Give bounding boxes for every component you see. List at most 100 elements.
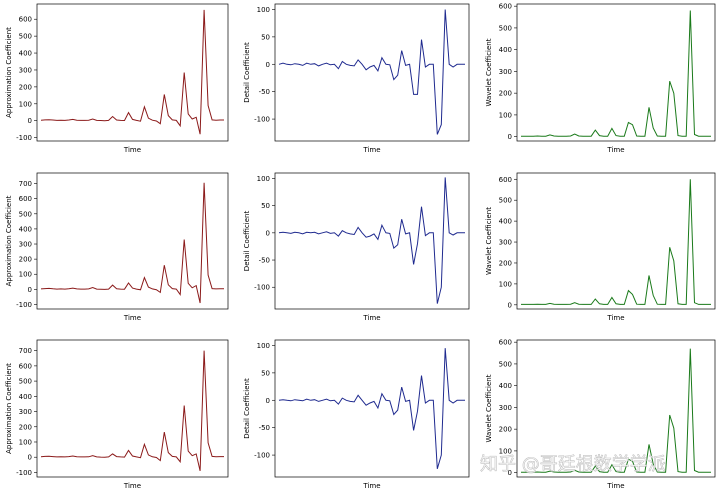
- y-tick-label: 600: [499, 3, 512, 11]
- y-tick-label: 600: [19, 195, 32, 203]
- y-tick-label: 300: [499, 239, 512, 247]
- y-tick-label: 100: [257, 6, 270, 14]
- y-tick-label: 0: [508, 301, 512, 309]
- y-tick-label: 0: [266, 61, 270, 69]
- y-tick-label: 500: [499, 360, 512, 368]
- y-tick-label: 100: [19, 271, 32, 279]
- y-axis-label: Detail Coefficient: [243, 211, 251, 272]
- plot-frame: [36, 339, 229, 478]
- plot-frame: [516, 339, 716, 478]
- y-tick-label: 500: [19, 378, 32, 386]
- y-tick-label: 700: [19, 180, 32, 188]
- y-axis-label: Approximation Coefficient: [5, 27, 13, 118]
- y-tick-label: 200: [499, 426, 512, 434]
- y-tick-label: 100: [19, 100, 32, 108]
- y-axis-label: Detail Coefficient: [243, 378, 251, 439]
- plot-frame: [274, 339, 470, 478]
- y-tick-label: 700: [19, 347, 32, 355]
- y-tick-label: 400: [19, 50, 32, 58]
- y-tick-label: 500: [499, 24, 512, 32]
- y-tick-label: 300: [19, 408, 32, 416]
- y-tick-label: 100: [499, 280, 512, 288]
- data-line: [521, 348, 711, 473]
- plot-frame: [516, 172, 716, 310]
- x-axis-label: Time: [362, 146, 380, 154]
- x-axis-label: Time: [606, 314, 624, 322]
- y-tick-label: 600: [499, 176, 512, 184]
- y-tick-label: 500: [19, 33, 32, 41]
- data-line: [521, 10, 711, 137]
- data-line: [278, 177, 465, 304]
- y-tick-label: 200: [19, 256, 32, 264]
- y-tick-label: -100: [16, 134, 32, 142]
- y-tick-label: 50: [261, 33, 270, 41]
- data-line: [521, 179, 711, 305]
- y-tick-label: 400: [499, 218, 512, 226]
- plot-frame: [274, 3, 470, 142]
- y-tick-label: 50: [261, 202, 270, 210]
- plot-frame: [516, 3, 716, 142]
- x-axis-label: Time: [606, 482, 624, 490]
- y-tick-label: -100: [16, 301, 32, 309]
- x-axis-label: Time: [362, 482, 380, 490]
- y-tick-label: 200: [19, 83, 32, 91]
- y-tick-label: 400: [499, 382, 512, 390]
- y-axis-label: Approximation Coefficient: [5, 363, 13, 454]
- x-axis-label: Time: [606, 146, 624, 154]
- data-line: [278, 9, 465, 135]
- y-tick-label: 0: [28, 117, 32, 125]
- y-tick-label: -50: [259, 88, 270, 96]
- x-axis-label: Time: [362, 314, 380, 322]
- y-tick-label: 100: [19, 438, 32, 446]
- plot-frame: [36, 172, 229, 310]
- y-axis-label: Approximation Coefficient: [5, 195, 13, 286]
- y-tick-label: 500: [499, 197, 512, 205]
- y-tick-label: 100: [257, 342, 270, 350]
- y-tick-label: 300: [499, 68, 512, 76]
- plot-frame: [274, 172, 470, 310]
- y-tick-label: -50: [259, 257, 270, 265]
- y-axis-label: Wavelet Coefficient: [485, 207, 493, 275]
- y-tick-label: 0: [508, 469, 512, 477]
- data-line: [40, 350, 224, 472]
- watermark: 知乎 @哥廷根数学学派: [480, 454, 666, 475]
- data-line: [278, 348, 465, 469]
- y-tick-label: 0: [28, 454, 32, 462]
- x-axis-label: Time: [123, 314, 141, 322]
- y-tick-label: 300: [19, 241, 32, 249]
- y-tick-label: 100: [499, 111, 512, 119]
- y-axis-label: Wavelet Coefficient: [485, 374, 493, 442]
- y-tick-label: 600: [499, 339, 512, 347]
- x-axis-label: Time: [123, 482, 141, 490]
- y-tick-label: 100: [257, 175, 270, 183]
- data-line: [40, 9, 224, 135]
- y-tick-label: -100: [254, 452, 270, 460]
- y-tick-label: 50: [261, 369, 270, 377]
- y-tick-label: 200: [19, 423, 32, 431]
- y-tick-label: 200: [499, 90, 512, 98]
- y-tick-label: 0: [508, 133, 512, 141]
- y-tick-label: -50: [259, 424, 270, 432]
- y-tick-label: 600: [19, 362, 32, 370]
- plot-frame: [36, 3, 229, 142]
- data-line: [40, 182, 224, 304]
- y-tick-label: 400: [19, 225, 32, 233]
- y-tick-label: -100: [254, 116, 270, 124]
- y-tick-label: -100: [16, 469, 32, 477]
- y-tick-label: -100: [254, 284, 270, 292]
- y-axis-label: Detail Coefficient: [243, 42, 251, 103]
- y-tick-label: 500: [19, 210, 32, 218]
- y-tick-label: 0: [266, 229, 270, 237]
- x-axis-label: Time: [123, 146, 141, 154]
- y-tick-label: 100: [499, 447, 512, 455]
- y-tick-label: 0: [28, 286, 32, 294]
- y-tick-label: 0: [266, 397, 270, 405]
- y-tick-label: 200: [499, 259, 512, 267]
- y-tick-label: 300: [19, 66, 32, 74]
- y-tick-label: 300: [499, 404, 512, 412]
- y-tick-label: 400: [499, 46, 512, 54]
- y-axis-label: Wavelet Coefficient: [485, 38, 493, 106]
- y-tick-label: 600: [19, 16, 32, 24]
- y-tick-label: 400: [19, 393, 32, 401]
